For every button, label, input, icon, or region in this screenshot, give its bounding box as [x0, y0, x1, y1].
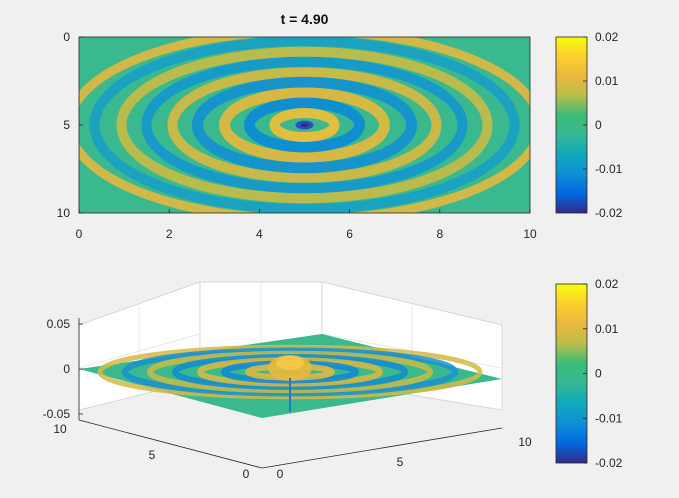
- heatmap-axes: 0 2 4 6 8 10 0 5 10: [57, 30, 537, 241]
- colorbar-tick: 0.01: [595, 74, 619, 88]
- colorbar-tick: 0.02: [595, 277, 619, 291]
- colorbar-tick: -0.01: [595, 162, 623, 176]
- surface-ztick: 0.05: [47, 317, 71, 331]
- surface-ytick: 5: [149, 448, 156, 462]
- surface-ztick: -0.05: [43, 407, 71, 421]
- heatmap-ring: [89, 37, 520, 213]
- colorbar-tick: 0: [595, 118, 602, 132]
- heatmap-xtick: 6: [346, 227, 353, 241]
- heatmap-ring: [141, 56, 468, 194]
- heatmap-ytick: 5: [63, 118, 70, 132]
- surface-axes: 0.05 0 -0.05 0 5 10 0 5 10: [43, 281, 532, 481]
- surface-ztick: 0: [63, 362, 70, 376]
- surface-ytick: 0: [243, 467, 250, 481]
- colorbar-tick: 0.01: [595, 322, 619, 336]
- heatmap-ring: [192, 76, 417, 174]
- surface-ytick: 10: [53, 422, 67, 436]
- surface-center-peak: [268, 355, 312, 412]
- heatmap-xtick: 2: [166, 227, 173, 241]
- heatmap-ring: [219, 87, 390, 163]
- heatmap-xtick: 4: [256, 227, 263, 241]
- heatmap-center-core: [300, 123, 309, 127]
- heatmap-xtick: 10: [523, 227, 537, 241]
- heatmap-ring: [269, 108, 340, 142]
- surface-xtick: 10: [518, 435, 532, 449]
- colorbar-tick: -0.02: [595, 206, 623, 220]
- heatmap-ring: [116, 46, 493, 204]
- heatmap-xtick: 0: [76, 227, 83, 241]
- heatmap-title: t = 4.90: [280, 11, 329, 27]
- colorbar-top-gradient: [555, 36, 588, 214]
- colorbar-bottom: 0.02 0.01 0 -0.01 -0.02: [555, 277, 623, 470]
- colorbar-tick: 0: [595, 367, 602, 381]
- heatmap-ytick: 10: [57, 206, 71, 220]
- heatmap-ring: [244, 97, 365, 153]
- colorbar-top: 0.02 0.01 0 -0.01 -0.02: [555, 30, 623, 220]
- colorbar-bottom-gradient: [555, 283, 588, 464]
- surface-xtick: 5: [397, 455, 404, 469]
- heatmap-ytick: 0: [63, 30, 70, 44]
- heatmap-ring: [167, 67, 442, 183]
- surface-xtick: 0: [277, 467, 284, 481]
- colorbar-tick: -0.02: [595, 456, 623, 470]
- colorbar-tick: 0.02: [595, 30, 619, 44]
- heatmap-rings: [79, 37, 530, 213]
- heatmap-xtick: 8: [436, 227, 443, 241]
- colorbar-tick: -0.01: [595, 411, 623, 425]
